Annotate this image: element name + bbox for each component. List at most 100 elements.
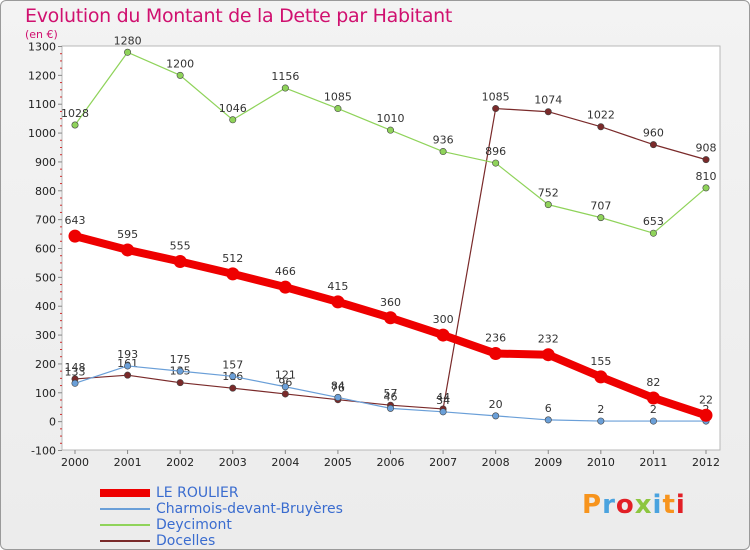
y-tick-label: 300 — [35, 329, 56, 342]
data-point — [489, 347, 503, 361]
legend-label: Docelles — [156, 533, 216, 549]
data-label: 44 — [436, 391, 450, 404]
data-point — [702, 184, 710, 192]
legend-swatch — [100, 540, 150, 542]
data-label: 810 — [696, 170, 717, 183]
legend-swatch — [100, 489, 150, 497]
data-point — [226, 267, 240, 281]
data-label: 1200 — [166, 57, 194, 70]
data-label: 1022 — [587, 109, 615, 122]
data-label: 236 — [485, 332, 506, 345]
data-label: 466 — [275, 265, 296, 278]
data-point — [334, 393, 342, 401]
data-label: 20 — [489, 398, 503, 411]
y-tick-label: 600 — [35, 243, 56, 256]
data-point — [544, 201, 552, 209]
data-label: 6 — [545, 402, 552, 415]
data-point — [121, 243, 135, 257]
data-point — [278, 280, 292, 294]
data-point — [541, 348, 555, 362]
data-point — [386, 126, 394, 134]
y-tick-label: 400 — [35, 300, 56, 313]
data-label: 34 — [436, 394, 450, 407]
y-tick-label: 1100 — [28, 98, 56, 111]
legend-swatch — [100, 524, 150, 526]
data-label: 1046 — [219, 102, 247, 115]
x-tick-label: 2007 — [429, 456, 457, 469]
legend-label: Charmois-devant-Bruyères — [156, 501, 343, 517]
data-label: 2 — [597, 403, 604, 416]
data-label: 46 — [384, 390, 398, 403]
data-label: 84 — [331, 379, 345, 392]
data-label: 82 — [646, 376, 660, 389]
data-point — [649, 417, 657, 425]
data-label: 1280 — [114, 34, 142, 47]
x-tick-label: 2012 — [692, 456, 720, 469]
data-point — [281, 84, 289, 92]
data-point — [71, 121, 79, 129]
series-docelles: 14816113511696765744108510741022960908 — [65, 91, 717, 413]
data-label: 57 — [384, 387, 398, 400]
data-label: 148 — [65, 361, 86, 374]
data-point — [68, 229, 82, 243]
y-tick-label: 500 — [35, 271, 56, 284]
data-label: 1156 — [271, 70, 299, 83]
data-point — [386, 404, 394, 412]
x-tick-label: 2005 — [324, 456, 352, 469]
y-tick-label: 200 — [35, 358, 56, 371]
data-label: 232 — [538, 333, 559, 346]
data-label: 512 — [222, 252, 243, 265]
logo-letter: i — [675, 490, 686, 520]
x-tick-label: 2000 — [61, 456, 89, 469]
data-label: 908 — [696, 142, 717, 155]
data-point — [281, 390, 289, 398]
data-point — [334, 105, 342, 113]
data-point — [597, 123, 605, 131]
data-point — [439, 148, 447, 156]
data-label: 555 — [170, 239, 191, 252]
data-point — [173, 254, 187, 268]
data-label: 415 — [327, 280, 348, 293]
series-deycimont: 1028 1280 1200 1046 1156 1085 1010 936 896 752 707… — [61, 34, 717, 237]
logo-letter: o — [615, 490, 635, 520]
data-point — [436, 328, 450, 342]
x-tick-label: 2009 — [534, 456, 562, 469]
data-point — [699, 408, 713, 422]
y-tick-label: 700 — [35, 214, 56, 227]
data-point — [176, 367, 184, 375]
y-tick-label: 1200 — [28, 69, 56, 82]
logo-letter: x — [634, 490, 653, 520]
data-label: 1085 — [482, 91, 510, 104]
data-label: 360 — [380, 296, 401, 309]
y-tick-label: 0 — [49, 416, 56, 429]
data-label: 653 — [643, 215, 664, 228]
y-tick-label: 900 — [35, 156, 56, 169]
series-charmois-devant-bruy-res: 133193175157121844634206222 — [65, 348, 710, 425]
data-point — [702, 156, 710, 164]
data-label: 155 — [590, 355, 611, 368]
data-point — [124, 362, 132, 370]
data-label: 1085 — [324, 91, 352, 104]
data-label: 22 — [699, 393, 713, 406]
y-tick-label: 1300 — [28, 41, 56, 54]
data-label: 960 — [643, 127, 664, 140]
x-tick-label: 2011 — [639, 456, 667, 469]
data-point — [71, 379, 79, 387]
data-label: 76 — [331, 382, 345, 395]
data-label: 193 — [117, 348, 138, 361]
data-point — [281, 383, 289, 391]
data-label: 643 — [65, 214, 86, 227]
data-point — [492, 159, 500, 167]
logo-letter: i — [652, 490, 663, 520]
data-label: 707 — [590, 200, 611, 213]
chart-unit-label: (en €) — [25, 28, 58, 41]
data-point — [229, 384, 237, 392]
data-point — [649, 141, 657, 149]
legend-label: LE ROULIER — [156, 485, 239, 501]
data-point — [229, 372, 237, 380]
data-label: 1028 — [61, 107, 89, 120]
data-point — [331, 295, 345, 309]
data-point — [176, 71, 184, 79]
